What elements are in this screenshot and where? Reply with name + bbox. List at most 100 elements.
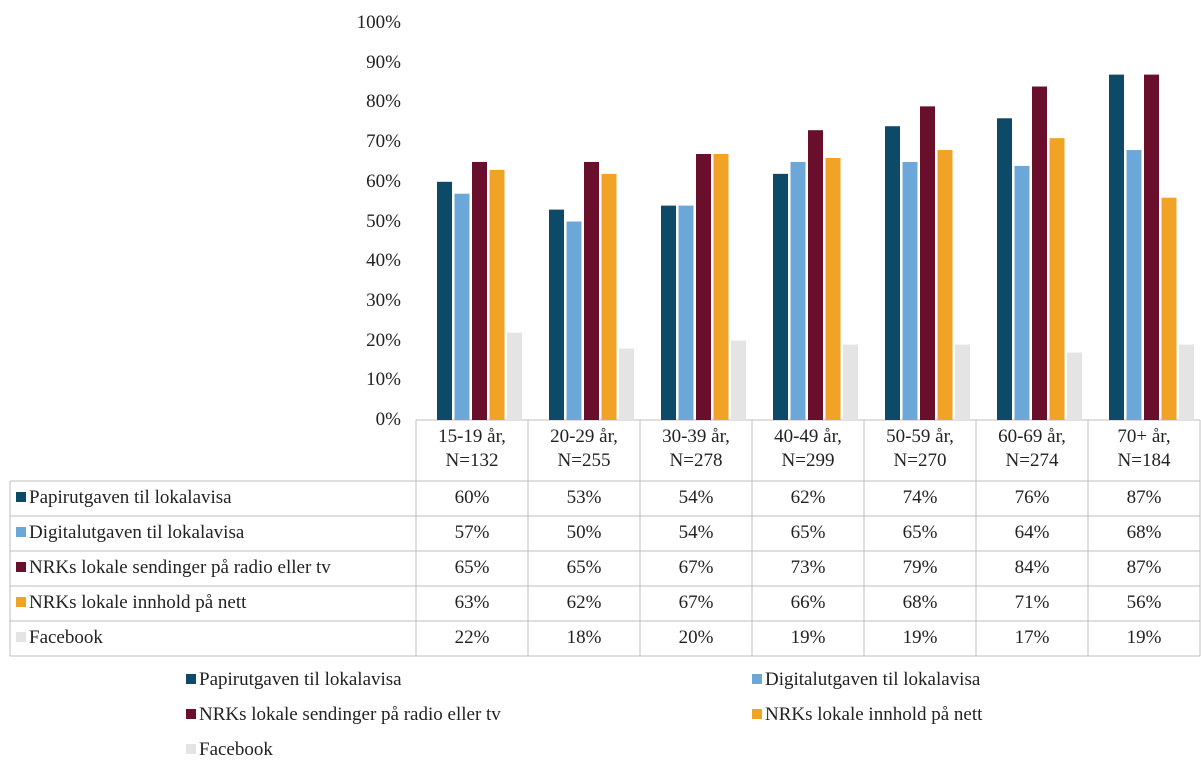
x-tick-label: 50-59 år, N=270 <box>872 425 968 473</box>
table-cell: 56% <box>1126 592 1162 613</box>
table-cell: 68% <box>1126 522 1162 543</box>
legend-swatch <box>186 674 196 684</box>
category: 70+ år, N=184 <box>1117 426 1171 471</box>
bar <box>1179 344 1194 420</box>
bar <box>1032 86 1047 421</box>
table-cell: 60% <box>454 487 490 508</box>
table-cell: 65% <box>566 557 602 578</box>
legend-item: Digitalutgaven til lokalavisa <box>752 670 980 690</box>
table-cell: 54% <box>678 487 714 508</box>
table-cell: 87% <box>1126 557 1162 578</box>
bar <box>808 130 823 420</box>
table-cell: 22% <box>454 627 490 648</box>
legend-label: Digitalutgaven til lokalavisa <box>765 669 981 690</box>
series-name: Digitalutgaven til lokalavisa <box>29 522 245 543</box>
legend-swatch <box>16 562 26 572</box>
bar <box>920 106 935 421</box>
legend-swatch <box>16 527 26 537</box>
bar <box>1144 74 1159 421</box>
y-tick-label: 70% <box>366 131 401 153</box>
bar <box>1126 150 1142 421</box>
y-tick-label: 50% <box>366 210 401 232</box>
table-cell: 65% <box>790 522 826 543</box>
table-cell: 62% <box>566 592 602 613</box>
table-cell: 18% <box>566 627 602 648</box>
table-cell: 62% <box>790 487 826 508</box>
bar <box>454 193 470 420</box>
bar <box>1049 138 1065 420</box>
legend-swatch <box>16 632 26 642</box>
legend-label: Papirutgaven til lokalavisa <box>199 669 402 690</box>
legend-swatch <box>752 709 762 719</box>
x-tick-label: 70+ år, N=184 <box>1096 425 1192 473</box>
table-cell: 19% <box>790 627 826 648</box>
legend-item: NRKs lokale innhold på nett <box>752 705 982 725</box>
bar <box>843 344 858 420</box>
category: 15-19 år, N=132 <box>438 426 506 471</box>
y-tick-label: 20% <box>366 329 401 351</box>
x-tick-label: 30-39 år, N=278 <box>648 425 744 473</box>
series-name: Facebook <box>29 627 103 648</box>
bar <box>507 332 522 420</box>
y-tick-label: 90% <box>366 51 401 73</box>
bar <box>619 348 634 420</box>
bar <box>1161 197 1177 420</box>
table-row-label: Facebook <box>16 628 103 648</box>
bar <box>790 161 806 420</box>
table-cell: 63% <box>454 592 490 613</box>
series-name: NRKs lokale innhold på nett <box>29 592 247 613</box>
table-cell: 17% <box>1014 627 1050 648</box>
bar <box>549 209 564 420</box>
bar <box>773 173 788 420</box>
category: 60-69 år, N=274 <box>998 426 1066 471</box>
category: 40-49 år, N=299 <box>774 426 842 471</box>
bar <box>584 161 599 420</box>
table-cell: 65% <box>902 522 938 543</box>
table-cell: 73% <box>790 557 826 578</box>
legend-swatch <box>186 744 196 754</box>
bar <box>678 205 694 420</box>
category: 30-39 år, N=278 <box>662 426 730 471</box>
table-cell: 54% <box>678 522 714 543</box>
legend-swatch <box>16 492 26 502</box>
bar <box>566 221 582 420</box>
table-cell: 53% <box>566 487 602 508</box>
table-cell: 79% <box>902 557 938 578</box>
table-cell: 71% <box>1014 592 1050 613</box>
table-cell: 57% <box>454 522 490 543</box>
y-tick-label: 80% <box>366 91 401 113</box>
y-tick-label: 10% <box>366 369 401 391</box>
table-cell: 76% <box>1014 487 1050 508</box>
bar <box>902 161 918 420</box>
table-cell: 64% <box>1014 522 1050 543</box>
table-cell: 87% <box>1126 487 1162 508</box>
category: 20-29 år, N=255 <box>550 426 618 471</box>
y-tick-label: 40% <box>366 250 401 272</box>
bar <box>825 157 841 421</box>
legend-item: Facebook <box>186 740 273 760</box>
table-cell: 68% <box>902 592 938 613</box>
series-name: Papirutgaven til lokalavisa <box>29 487 232 508</box>
legend-item: NRKs lokale sendinger på radio eller tv <box>186 705 501 725</box>
table-cell: 84% <box>1014 557 1050 578</box>
bar <box>885 126 900 420</box>
bar <box>601 173 617 420</box>
bar <box>437 181 452 420</box>
table-cell: 67% <box>678 557 714 578</box>
y-tick-label: 0% <box>375 409 401 430</box>
table-cell: 50% <box>566 522 602 543</box>
table-row-label: Digitalutgaven til lokalavisa <box>16 523 244 543</box>
table-cell: 66% <box>790 592 826 613</box>
series-name: NRKs lokale sendinger på radio eller tv <box>29 557 331 578</box>
table-row-label: NRKs lokale sendinger på radio eller tv <box>16 558 331 578</box>
legend-swatch <box>16 597 26 607</box>
table-row-label: Papirutgaven til lokalavisa <box>16 488 232 508</box>
bar <box>489 169 505 420</box>
category: 50-59 år, N=270 <box>886 426 954 471</box>
bar <box>1014 165 1030 420</box>
bar <box>661 205 676 420</box>
bar <box>696 154 711 420</box>
legend-label: NRKs lokale innhold på nett <box>765 704 983 725</box>
